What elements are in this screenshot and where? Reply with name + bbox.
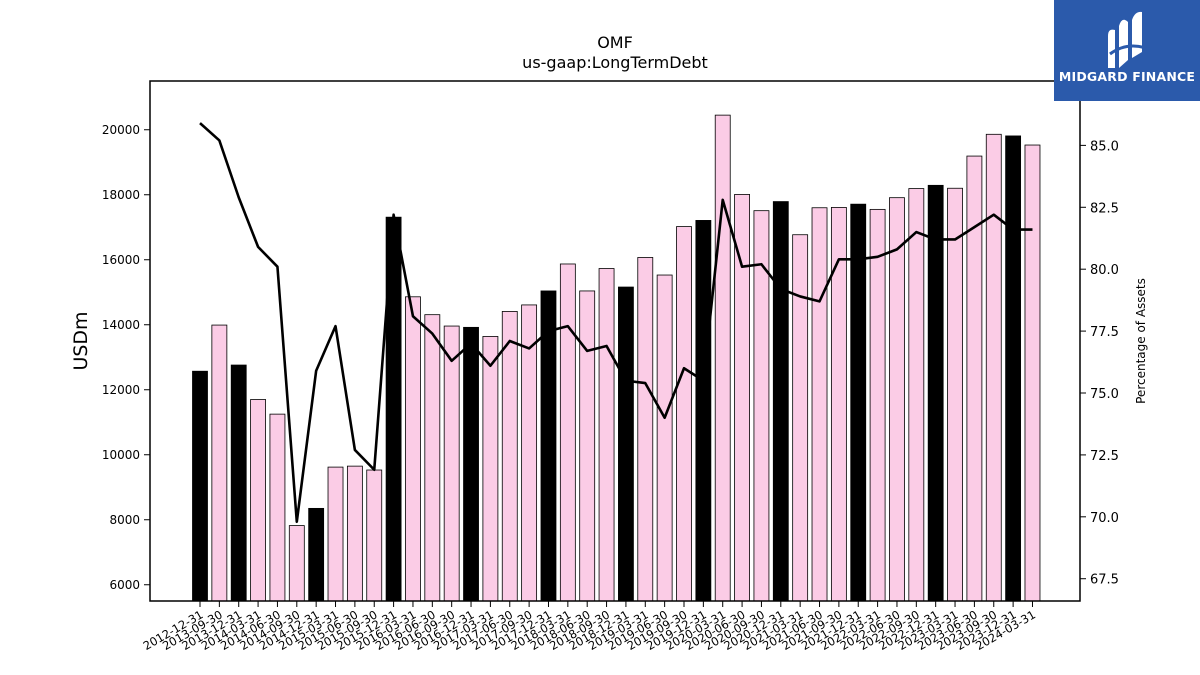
y-tick-label: 10000: [102, 448, 140, 462]
bar: [695, 220, 712, 602]
y2-tick-label: 72.5: [1090, 449, 1119, 464]
y-tick-label: 14000: [102, 318, 140, 332]
bar: [230, 364, 247, 602]
y2-tick-label: 82.5: [1090, 201, 1119, 216]
bar: [656, 274, 673, 602]
bar: [192, 370, 208, 602]
y-tick-label: 18000: [102, 188, 140, 202]
y-tick-label: 8000: [109, 513, 140, 527]
bar: [366, 469, 383, 602]
y-tick-label: 12000: [102, 383, 140, 397]
bar: [250, 399, 266, 602]
bar: [985, 133, 1002, 602]
x-axis: 2012-12-312013-09-302013-12-312014-03-31…: [141, 601, 1038, 653]
bar: [346, 465, 363, 602]
bar: [618, 286, 634, 602]
y-tick-label: 20000: [102, 123, 140, 137]
bar: [676, 226, 692, 602]
bar: [869, 208, 886, 602]
bar: [327, 466, 344, 602]
y-axis-label: USDm: [70, 311, 92, 370]
bar: [443, 325, 460, 602]
bar-series: [192, 114, 1041, 602]
y2-tick-label: 67.5: [1090, 573, 1119, 588]
y-tick-label: 16000: [102, 253, 140, 267]
plot-frame: [149, 80, 1081, 602]
chart-title: OMF: [597, 33, 633, 52]
logo-text: MIDGARD FINANCE: [1058, 69, 1196, 84]
line-path: [199, 122, 1033, 524]
bar: [1005, 135, 1022, 602]
y-axis-right: 67.5 70.0 72.5 75.0 77.5 80.0 82.5 85.0: [1080, 139, 1119, 588]
y2-tick-label: 70.0: [1090, 511, 1119, 526]
bar: [424, 314, 441, 602]
y2-tick-label: 80.0: [1090, 263, 1119, 278]
bar: [792, 234, 809, 602]
line-series: [199, 122, 1033, 524]
bar: [889, 197, 905, 602]
y-axis-left: 6000 8000 10000 12000 14000 16000 18000 20000: [102, 123, 150, 592]
bar: [598, 268, 615, 602]
bar: [637, 257, 654, 602]
bar: [1024, 144, 1041, 602]
bar: [830, 207, 847, 602]
bar: [269, 413, 286, 602]
bar: [714, 114, 731, 602]
bar: [927, 184, 944, 602]
bar: [308, 507, 325, 602]
bar: [947, 187, 963, 602]
bar: [579, 290, 596, 602]
bar: [908, 188, 925, 602]
y2-tick-label: 85.0: [1090, 139, 1119, 154]
y2-tick-label: 77.5: [1090, 325, 1119, 340]
bar: [482, 336, 499, 602]
bar: [850, 203, 867, 602]
bar: [463, 326, 479, 602]
chart-subtitle: us-gaap:LongTermDebt: [522, 53, 708, 72]
bar: [811, 207, 828, 602]
y2-axis-label: Percentage of Assets: [1134, 278, 1148, 404]
midgard-finance-logo: MIDGARD FINANCE: [1054, 0, 1200, 101]
bar: [405, 296, 421, 602]
y2-tick-label: 75.0: [1090, 387, 1119, 402]
bar: [559, 263, 576, 602]
midgard-logo-icon: [1104, 8, 1150, 74]
bar: [734, 194, 750, 602]
y-tick-label: 6000: [109, 578, 140, 592]
bar: [501, 311, 518, 602]
bar: [211, 324, 228, 602]
bar: [772, 201, 789, 602]
bar: [288, 525, 305, 602]
